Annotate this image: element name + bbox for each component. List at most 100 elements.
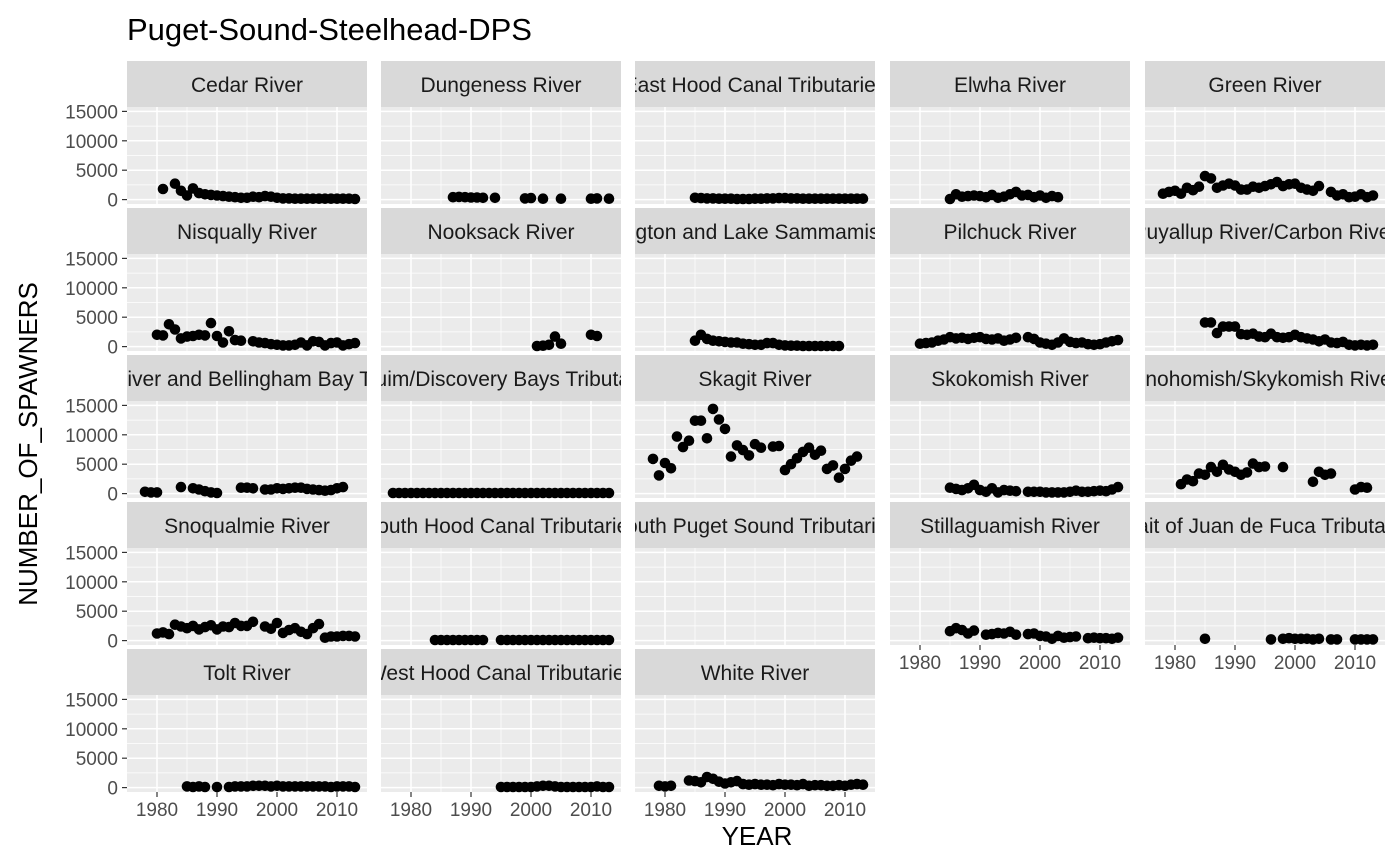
y-tick-label: 15000 bbox=[65, 396, 118, 417]
panel-lake-washington-and-lake-sammamish-tributaries: Lake Washington and Lake Sammamish Tribu… bbox=[515, 208, 995, 352]
data-point bbox=[839, 463, 851, 475]
data-point bbox=[1307, 476, 1319, 488]
x-tick-label: 2010 bbox=[1079, 653, 1121, 674]
x-axis-label: YEAR bbox=[722, 821, 793, 851]
strip-background bbox=[1145, 61, 1385, 107]
panel-west-hood-canal-tributaries: West Hood Canal Tributaries 1980 1990 2000 2… bbox=[381, 649, 621, 821]
strip-label: Sequim/Discovery Bays Tributaries bbox=[338, 368, 664, 391]
data-point bbox=[603, 781, 615, 793]
data-point bbox=[1229, 321, 1241, 332]
y-tick-label: 10000 bbox=[65, 426, 118, 447]
strip-label: Elwha River bbox=[954, 74, 1066, 97]
strip-background bbox=[635, 502, 875, 548]
panel-elwha-river: Elwha River bbox=[890, 61, 1130, 205]
data-point bbox=[683, 435, 695, 447]
y-tick-label: 15000 bbox=[65, 690, 118, 711]
panel-south-hood-canal-tributaries: South Hood Canal Tributaries bbox=[381, 502, 621, 646]
y-tick-label: 10000 bbox=[65, 573, 118, 594]
strip-label: Skokomish River bbox=[931, 368, 1089, 391]
data-point bbox=[211, 487, 223, 499]
data-point bbox=[1331, 634, 1343, 645]
data-point bbox=[211, 781, 223, 793]
data-point bbox=[647, 453, 659, 465]
strip-background bbox=[1145, 208, 1385, 254]
x-tick-label: 2010 bbox=[1334, 653, 1376, 674]
data-point bbox=[1193, 181, 1205, 192]
data-point bbox=[1313, 180, 1325, 192]
strip-label: Puyallup River/Carbon River bbox=[1133, 221, 1398, 244]
data-point bbox=[773, 440, 785, 452]
data-point bbox=[543, 339, 555, 351]
strip-label: Skagit River bbox=[698, 368, 811, 391]
y-axis-label: NUMBER_OF_SPAWNERS bbox=[13, 282, 43, 606]
y-tick-label: 0 bbox=[107, 779, 118, 800]
data-point bbox=[1187, 475, 1199, 487]
data-point bbox=[603, 487, 615, 499]
panel-nooksack-river: Nooksack River bbox=[381, 208, 621, 352]
x-tick-label: 2000 bbox=[1274, 653, 1316, 674]
strip-label: Samish River and Bellingham Bay Tributar… bbox=[36, 368, 457, 391]
data-point bbox=[549, 331, 561, 342]
panel-skokomish-river: Skokomish River bbox=[890, 355, 1130, 498]
strip-label: Stillaguamish River bbox=[920, 515, 1100, 538]
data-point bbox=[555, 193, 567, 204]
data-point bbox=[1265, 634, 1277, 645]
data-point bbox=[157, 330, 169, 341]
panel-grid: Cedar River 0 5000 10000 15000 Dungeness Rive… bbox=[36, 61, 1400, 821]
strip-label: Strait of Juan de Fuca Tributaries bbox=[1110, 515, 1400, 538]
x-tick-label: 1980 bbox=[899, 653, 941, 674]
panel-dungeness-river: Dungeness River bbox=[381, 61, 621, 204]
data-point bbox=[181, 190, 193, 201]
strip-label: Nooksack River bbox=[427, 221, 574, 244]
y-tick-label: 15000 bbox=[65, 249, 118, 270]
x-tick-label: 1980 bbox=[1154, 653, 1196, 674]
panel-samish-river-and-bellingham-bay-tributaries: Samish River and Bellingham Bay Tributar… bbox=[36, 355, 457, 506]
y-tick-label: 15000 bbox=[65, 102, 118, 123]
strip-label: Snoqualmie River bbox=[164, 515, 330, 538]
x-tick-label: 2000 bbox=[510, 800, 552, 821]
panel-skagit-river: Skagit River bbox=[635, 355, 875, 498]
strip-background bbox=[635, 355, 875, 401]
data-point bbox=[163, 628, 175, 640]
x-tick-label: 1980 bbox=[136, 800, 178, 821]
panel-cedar-river: Cedar River 0 5000 10000 15000 bbox=[65, 61, 367, 212]
data-point bbox=[713, 414, 725, 425]
y-tick-label: 5000 bbox=[76, 749, 118, 770]
strip-background bbox=[1145, 355, 1385, 401]
panel-nisqually-river: Nisqually River 0 5000 10000 15000 bbox=[65, 208, 367, 359]
data-point bbox=[1010, 485, 1022, 497]
data-point bbox=[1367, 190, 1379, 201]
panel-tolt-river: Tolt River 0 5000 10000 15000 1980 1990 2000 201… bbox=[65, 649, 367, 821]
data-point bbox=[1010, 332, 1022, 344]
data-point bbox=[833, 340, 845, 352]
data-point bbox=[1367, 339, 1379, 351]
panel-puyallup-river-carbon-river: Puyallup River/Carbon River bbox=[1133, 208, 1398, 351]
panel-pilchuck-river: Pilchuck River bbox=[890, 208, 1130, 351]
strip-background bbox=[381, 649, 621, 695]
data-point bbox=[707, 403, 719, 415]
strip-label: Lake Washington and Lake Sammamish Tribu… bbox=[515, 221, 995, 244]
data-point bbox=[591, 193, 603, 204]
data-point bbox=[701, 433, 713, 444]
data-point bbox=[247, 483, 259, 494]
strip-background bbox=[127, 502, 367, 548]
data-point bbox=[1259, 461, 1271, 472]
data-point bbox=[857, 779, 869, 790]
data-point bbox=[1070, 631, 1082, 642]
strip-label: East Hood Canal Tributaries bbox=[624, 74, 887, 97]
x-tick-label: 1990 bbox=[450, 800, 492, 821]
data-point bbox=[349, 193, 361, 205]
data-point bbox=[477, 634, 489, 646]
data-point bbox=[1205, 317, 1217, 328]
data-point bbox=[1052, 191, 1064, 203]
data-point bbox=[1211, 466, 1223, 478]
strip-background bbox=[890, 208, 1130, 254]
data-point bbox=[1241, 467, 1253, 478]
strip-background bbox=[127, 61, 367, 107]
data-point bbox=[477, 192, 489, 204]
data-point bbox=[1325, 468, 1337, 479]
data-point bbox=[247, 616, 259, 628]
x-tick-label: 2010 bbox=[316, 800, 358, 821]
x-tick-label: 1980 bbox=[390, 800, 432, 821]
